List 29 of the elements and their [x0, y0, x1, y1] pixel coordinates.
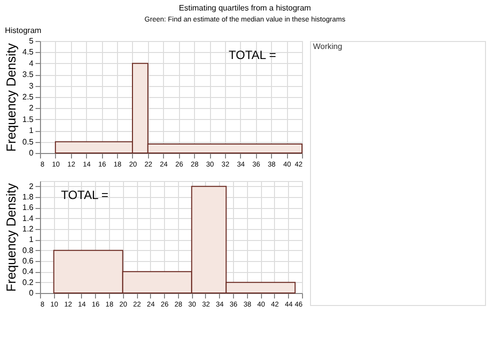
y-tick-label: 1.6	[22, 203, 34, 212]
annotation: TOTAL =	[60, 188, 108, 202]
y-tick-label: 1	[29, 235, 34, 244]
y-tick-label: 0.2	[22, 278, 34, 287]
y-tick-label: 0	[29, 148, 34, 158]
y-tick-label: 0.5	[22, 137, 34, 146]
y-tick-label: 0.8	[22, 246, 34, 255]
y-tick-label: 2.5	[22, 92, 34, 102]
y-tick-label: 2	[29, 104, 34, 113]
y-axis-title: Frequency Density	[3, 182, 18, 292]
chart-title: Estimating quartiles from a histogram	[178, 4, 312, 12]
annotation: TOTAL =	[228, 48, 276, 62]
y-tick-label: 2	[29, 182, 34, 191]
text: Working	[313, 42, 342, 51]
y-tick-label: 5	[29, 36, 34, 46]
y-tick-label: 1.5	[22, 114, 34, 124]
y-tick-label: 0	[29, 288, 34, 298]
y-tick-label: 1.8	[22, 192, 34, 202]
y-tick-label: 4	[29, 58, 34, 68]
y-axis-title: Frequency Density	[3, 42, 18, 152]
y-tick-label: 0.4	[22, 267, 34, 276]
y-tick-label: 1.4	[22, 214, 34, 223]
y-tick-label: 0.6	[22, 256, 34, 266]
y-tick-label: 1.2	[22, 224, 34, 234]
y-tick-label: 3.5	[22, 70, 34, 80]
y-tick-label: 4.5	[22, 48, 34, 57]
text: Histogram	[4, 26, 42, 35]
y-tick-label: 3	[29, 81, 34, 90]
y-tick-label: 1	[29, 126, 34, 136]
